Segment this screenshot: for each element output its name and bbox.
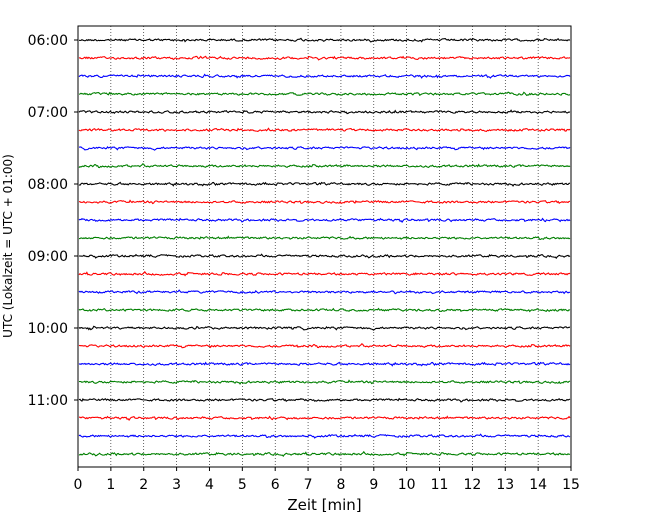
- y-tick-label-08:00: 08:00: [28, 177, 68, 193]
- y-tick-label-09:00: 09:00: [28, 249, 68, 265]
- trace-11: [78, 235, 571, 241]
- x-tick-label-3: 3: [172, 477, 181, 493]
- plot-frame: [77, 25, 572, 468]
- y-axis-label: UTC (Lokalzeit = UTC + 01:00): [1, 154, 15, 338]
- trace-21: [79, 415, 571, 421]
- y-tick-label-06:00: 06:00: [28, 33, 68, 49]
- trace-23: [78, 450, 571, 457]
- trace-16: [78, 325, 571, 331]
- x-tick-label-14: 14: [529, 477, 547, 493]
- y-tick-label-10:00: 10:00: [28, 321, 68, 337]
- x-tick-label-8: 8: [336, 477, 345, 493]
- trace-6: [78, 145, 571, 151]
- trace-14: [78, 289, 571, 295]
- trace-5: [78, 127, 571, 132]
- x-tick-label-5: 5: [238, 477, 247, 493]
- seismic-traces: [78, 37, 571, 457]
- trace-19: [78, 379, 571, 385]
- trace-17: [78, 343, 571, 349]
- x-tick-label-10: 10: [398, 477, 416, 493]
- trace-22: [78, 433, 571, 439]
- x-tick-label-4: 4: [205, 477, 214, 493]
- x-tick-label-1: 1: [106, 477, 115, 493]
- x-tick-label-13: 13: [496, 477, 514, 493]
- y-axis-ticks: 06:00 07:00 08:00 09:00 10:00 11:00: [28, 33, 78, 409]
- trace-4: [78, 109, 571, 115]
- trace-9: [78, 199, 571, 205]
- y-tick-label-11:00: 11:00: [28, 393, 68, 409]
- x-axis-ticks: 0 1 2 3 4 5 6 7 8 9 10 11 12 13 14 15: [74, 467, 580, 493]
- y-tick-label-07:00: 07:00: [28, 105, 68, 121]
- trace-0: [78, 37, 571, 43]
- trace-18: [78, 361, 571, 367]
- trace-12: [78, 253, 571, 259]
- x-tick-label-0: 0: [74, 477, 83, 493]
- trace-7: [78, 163, 571, 169]
- trace-8: [78, 181, 571, 187]
- trace-13: [78, 270, 571, 277]
- trace-10: [78, 217, 571, 223]
- trace-15: [78, 307, 571, 313]
- trace-2: [78, 73, 571, 79]
- trace-3: [78, 91, 571, 97]
- x-tick-label-12: 12: [463, 477, 481, 493]
- x-tick-label-7: 7: [304, 477, 313, 493]
- x-tick-label-15: 15: [562, 477, 580, 493]
- x-tick-label-9: 9: [369, 477, 378, 493]
- x-tick-label-11: 11: [431, 477, 449, 493]
- x-tick-label-2: 2: [139, 477, 148, 493]
- x-tick-label-6: 6: [271, 477, 280, 493]
- trace-1: [78, 55, 571, 61]
- trace-20: [78, 397, 571, 403]
- x-axis-label: Zeit [min]: [287, 496, 361, 514]
